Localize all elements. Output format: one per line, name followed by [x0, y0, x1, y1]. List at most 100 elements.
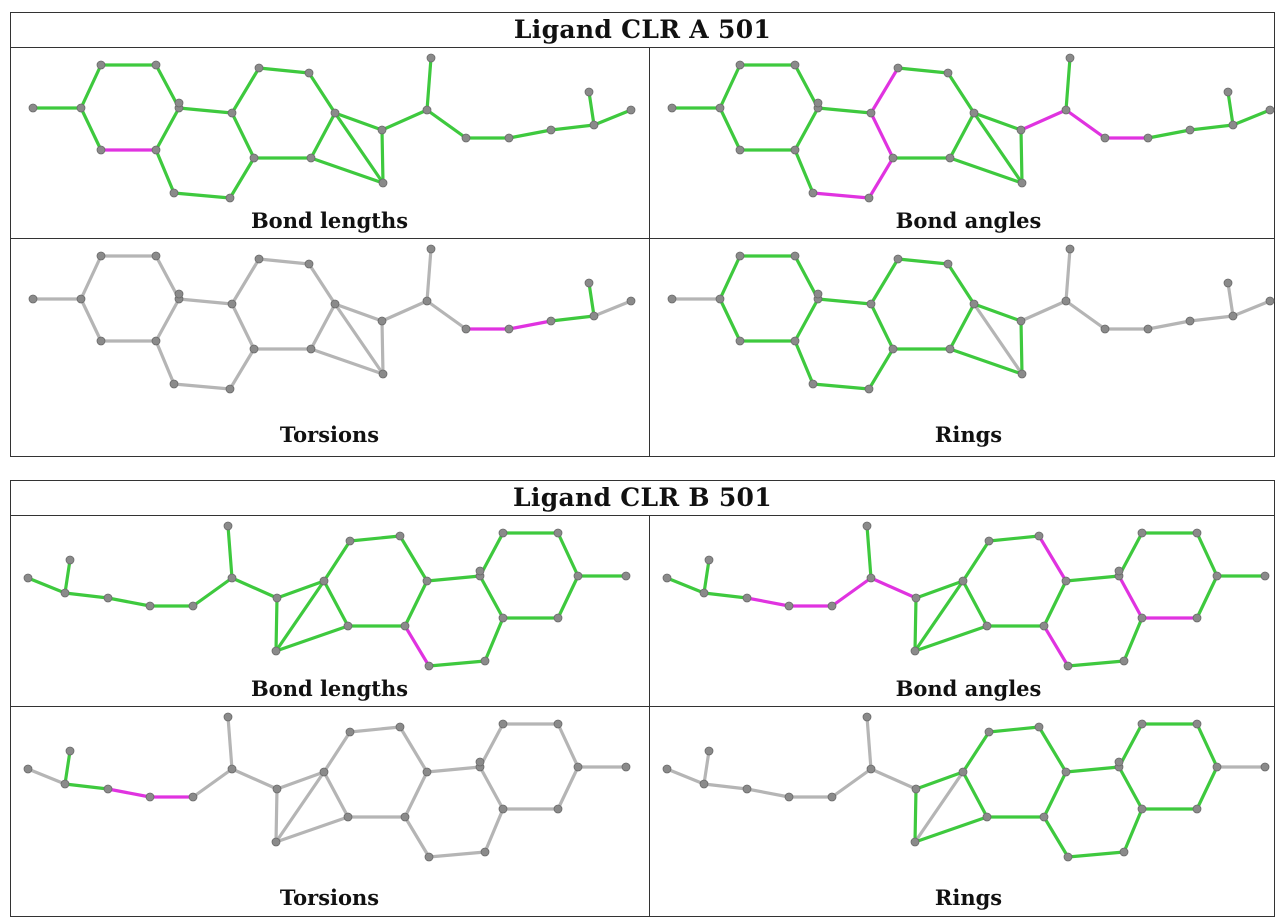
atom	[480, 847, 490, 857]
atom	[60, 588, 70, 598]
atom	[498, 804, 508, 814]
atom	[188, 792, 198, 802]
bond	[228, 347, 256, 391]
atom	[174, 98, 184, 108]
atom	[589, 311, 599, 321]
atom	[304, 259, 314, 269]
bond	[274, 596, 279, 653]
atom	[1137, 613, 1147, 623]
bond	[322, 730, 352, 774]
atom	[28, 294, 38, 304]
atom	[1265, 296, 1275, 306]
bond	[948, 111, 976, 160]
bond	[309, 111, 337, 160]
bond	[1231, 299, 1272, 318]
atom	[866, 573, 876, 583]
bond	[230, 576, 279, 600]
molecule-diagram	[662, 521, 1270, 671]
cell-caption: Bond angles	[895, 208, 1042, 233]
bond	[718, 63, 742, 110]
bond	[322, 770, 350, 819]
atom	[254, 63, 264, 73]
bond	[718, 106, 742, 152]
bond	[869, 66, 900, 115]
bond	[478, 765, 505, 811]
atom	[227, 299, 237, 309]
atom	[422, 105, 432, 115]
bond	[1226, 90, 1235, 127]
bond	[380, 299, 429, 323]
atom	[984, 727, 994, 737]
bond	[948, 156, 1024, 185]
bond	[1042, 815, 1070, 859]
bond	[79, 63, 103, 110]
bond	[230, 302, 256, 351]
atom	[742, 593, 752, 603]
bond	[79, 254, 103, 301]
atom	[498, 613, 508, 623]
atom	[621, 762, 631, 772]
atom	[1192, 528, 1202, 538]
bond	[961, 539, 991, 583]
bond	[913, 624, 989, 653]
bond	[1195, 722, 1219, 769]
bond	[702, 591, 749, 600]
bond	[1146, 128, 1192, 140]
bond	[478, 574, 505, 620]
atom	[249, 153, 259, 163]
bond	[274, 787, 279, 844]
bond	[913, 770, 965, 844]
bond	[26, 767, 67, 786]
atom	[862, 521, 872, 531]
atom	[911, 784, 921, 794]
bond	[1037, 725, 1068, 774]
bond	[230, 767, 279, 791]
bond	[1146, 319, 1192, 331]
atom	[827, 792, 837, 802]
bond	[1064, 108, 1107, 140]
bond	[226, 524, 234, 580]
bond	[1064, 765, 1121, 774]
atom	[330, 299, 340, 309]
bond	[322, 539, 352, 583]
molecule-diagram	[662, 712, 1270, 862]
bond	[745, 787, 791, 799]
cell-torsions: Torsions	[11, 239, 648, 457]
bond	[154, 339, 176, 386]
bond	[869, 257, 900, 306]
atom	[1143, 324, 1153, 334]
atom	[227, 108, 237, 118]
atom	[1063, 852, 1073, 862]
atom	[1016, 125, 1026, 135]
bond	[946, 71, 976, 115]
atom	[621, 571, 631, 581]
bond	[275, 579, 326, 600]
row-divider	[11, 706, 1274, 707]
atom	[893, 63, 903, 73]
bond	[333, 302, 384, 323]
bond	[913, 579, 965, 653]
bond	[793, 254, 820, 301]
atom	[1192, 804, 1202, 814]
bond	[226, 715, 234, 771]
bond	[867, 347, 895, 391]
atom	[23, 573, 33, 583]
atom	[145, 792, 155, 802]
cell-rings: Rings	[650, 239, 1275, 457]
bond	[811, 191, 871, 200]
bond	[830, 767, 873, 799]
atom	[1185, 125, 1195, 135]
atom	[1228, 311, 1238, 321]
atom	[667, 294, 677, 304]
bond	[398, 725, 429, 774]
bond	[811, 382, 871, 391]
atom	[1061, 296, 1071, 306]
cell-torsions: Torsions	[11, 707, 648, 917]
atom	[662, 573, 672, 583]
atom	[943, 68, 953, 78]
bond	[718, 254, 742, 301]
bond	[865, 524, 873, 580]
atom	[958, 767, 968, 777]
atom	[943, 259, 953, 269]
bond	[914, 770, 965, 791]
